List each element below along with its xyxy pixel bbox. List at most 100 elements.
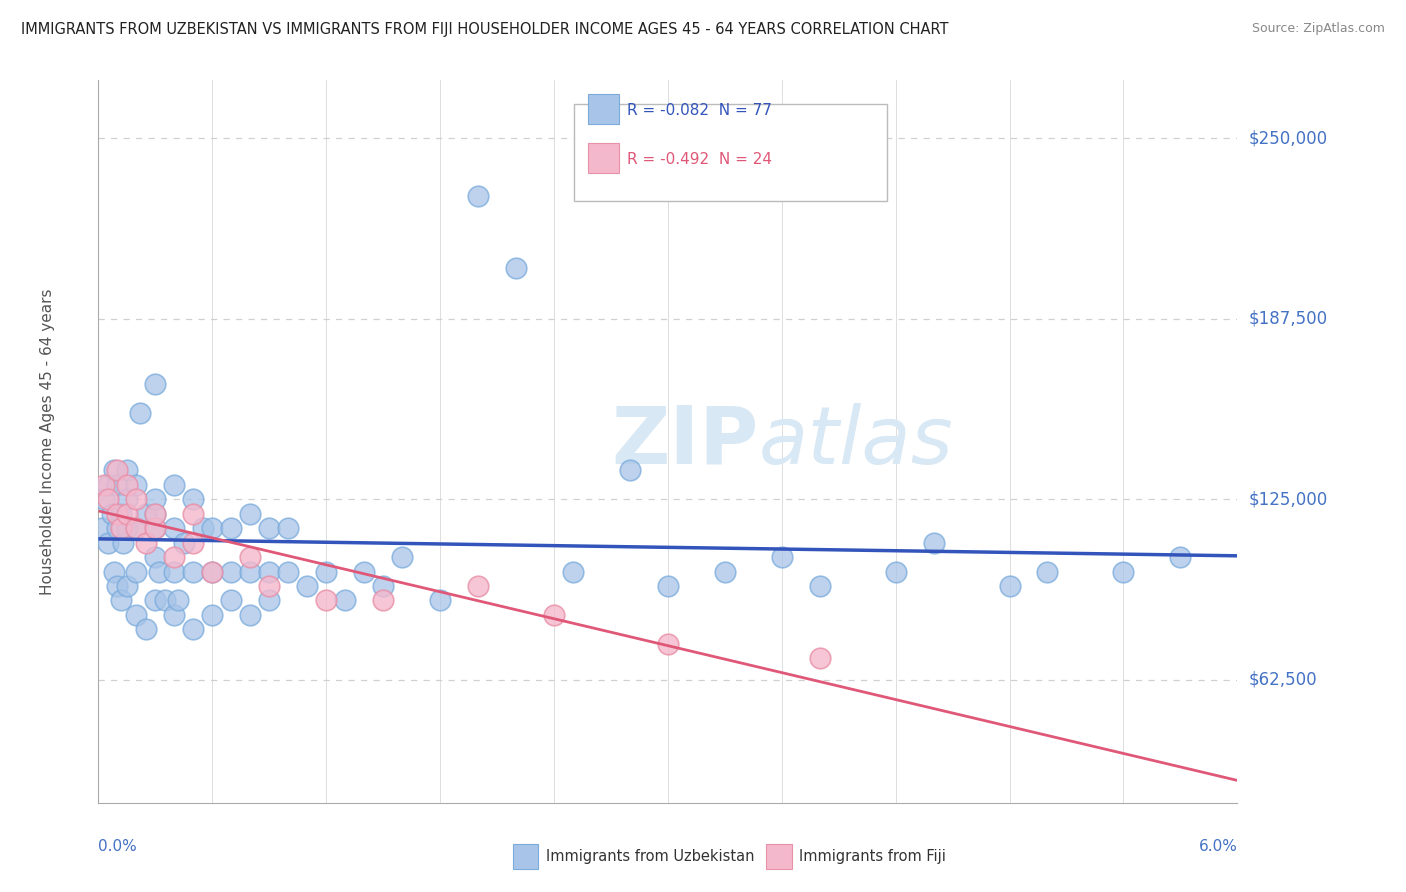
- Point: [167, 593, 190, 607]
- Point: [145, 492, 167, 507]
- Point: [562, 565, 585, 579]
- Point: [153, 593, 176, 607]
- Text: 6.0%: 6.0%: [1198, 838, 1237, 854]
- Point: [103, 565, 125, 579]
- Point: [201, 521, 224, 535]
- Point: [201, 565, 224, 579]
- Text: $187,500: $187,500: [1249, 310, 1327, 327]
- Point: [107, 507, 129, 521]
- Point: [183, 535, 205, 549]
- Point: [145, 550, 167, 565]
- Point: [97, 478, 120, 492]
- Point: [115, 507, 138, 521]
- Text: IMMIGRANTS FROM UZBEKISTAN VS IMMIGRANTS FROM FIJI HOUSEHOLDER INCOME AGES 45 - : IMMIGRANTS FROM UZBEKISTAN VS IMMIGRANTS…: [21, 22, 949, 37]
- Point: [391, 550, 413, 565]
- Point: [110, 593, 132, 607]
- Point: [145, 521, 167, 535]
- Point: [107, 478, 129, 492]
- Text: $250,000: $250,000: [1249, 129, 1327, 147]
- Point: [129, 406, 152, 420]
- Point: [125, 521, 148, 535]
- Text: ZIP: ZIP: [612, 402, 759, 481]
- Point: [297, 579, 319, 593]
- Point: [163, 550, 186, 565]
- Point: [467, 189, 489, 203]
- Point: [1170, 550, 1192, 565]
- Point: [145, 507, 167, 521]
- Point: [103, 463, 125, 477]
- Point: [107, 521, 129, 535]
- Point: [657, 579, 679, 593]
- Point: [335, 593, 357, 607]
- Point: [619, 463, 641, 477]
- Point: [135, 623, 157, 637]
- Text: R = -0.082  N = 77: R = -0.082 N = 77: [627, 103, 772, 118]
- Point: [125, 521, 148, 535]
- Point: [145, 593, 167, 607]
- Point: [922, 535, 945, 549]
- Point: [163, 521, 186, 535]
- Point: [125, 478, 148, 492]
- Point: [183, 507, 205, 521]
- Point: [183, 623, 205, 637]
- Point: [148, 565, 170, 579]
- Text: Immigrants from Uzbekistan: Immigrants from Uzbekistan: [546, 849, 754, 863]
- Text: $62,500: $62,500: [1249, 671, 1317, 689]
- Text: 0.0%: 0.0%: [98, 838, 138, 854]
- Text: $125,000: $125,000: [1249, 491, 1327, 508]
- Point: [259, 593, 281, 607]
- Point: [467, 579, 489, 593]
- Point: [110, 521, 132, 535]
- Point: [93, 478, 115, 492]
- Point: [770, 550, 793, 565]
- Point: [163, 565, 186, 579]
- Point: [125, 607, 148, 622]
- Point: [100, 507, 122, 521]
- Text: Householder Income Ages 45 - 64 years: Householder Income Ages 45 - 64 years: [39, 288, 55, 595]
- Point: [221, 521, 243, 535]
- Point: [543, 607, 565, 622]
- Point: [277, 565, 299, 579]
- Point: [163, 478, 186, 492]
- Point: [145, 376, 167, 391]
- Point: [315, 593, 337, 607]
- Point: [125, 492, 148, 507]
- Point: [505, 261, 527, 276]
- Point: [107, 579, 129, 593]
- Point: [201, 607, 224, 622]
- Point: [173, 535, 195, 549]
- Text: R = -0.492  N = 24: R = -0.492 N = 24: [627, 152, 772, 167]
- Point: [125, 565, 148, 579]
- Point: [115, 463, 138, 477]
- Point: [93, 492, 115, 507]
- Point: [1112, 565, 1135, 579]
- Point: [145, 521, 167, 535]
- Point: [1036, 565, 1059, 579]
- Point: [277, 521, 299, 535]
- Point: [135, 535, 157, 549]
- Point: [115, 579, 138, 593]
- Point: [808, 651, 831, 665]
- Point: [183, 492, 205, 507]
- Point: [221, 593, 243, 607]
- Point: [145, 507, 167, 521]
- Point: [221, 565, 243, 579]
- Point: [371, 579, 394, 593]
- Point: [97, 535, 120, 549]
- Point: [239, 565, 262, 579]
- Point: [115, 492, 138, 507]
- Point: [808, 579, 831, 593]
- Point: [115, 521, 138, 535]
- Point: [259, 565, 281, 579]
- Point: [91, 521, 114, 535]
- Point: [239, 550, 262, 565]
- Point: [315, 565, 337, 579]
- Point: [115, 478, 138, 492]
- Point: [107, 463, 129, 477]
- Text: Immigrants from Fiji: Immigrants from Fiji: [799, 849, 945, 863]
- Point: [371, 593, 394, 607]
- Point: [429, 593, 451, 607]
- Text: Source: ZipAtlas.com: Source: ZipAtlas.com: [1251, 22, 1385, 36]
- Point: [239, 507, 262, 521]
- Point: [239, 607, 262, 622]
